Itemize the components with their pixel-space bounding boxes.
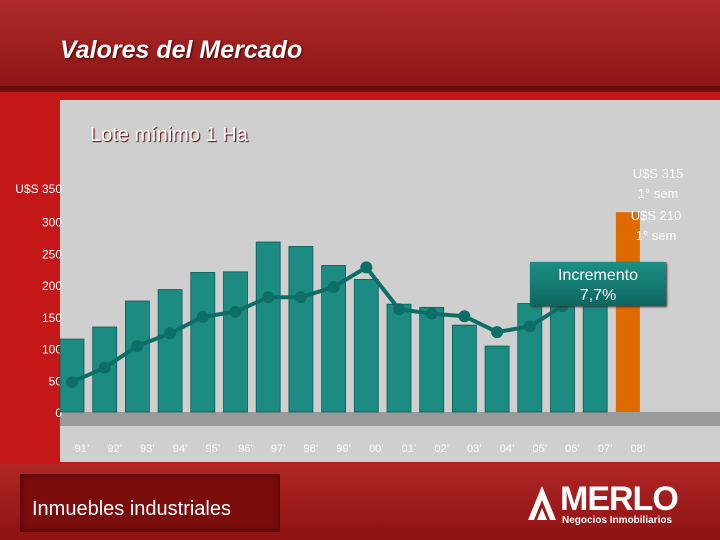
highlight-value-note: U$S 315 1° sem [622, 164, 694, 204]
line-point [491, 326, 504, 339]
x-tick-label: 94’ [173, 443, 188, 455]
highlight-value-label: U$S 315 [632, 166, 684, 181]
x-tick-label: 02’ [434, 443, 449, 455]
x-tick-label: 95’ [205, 443, 220, 455]
bar [223, 271, 248, 413]
line-point [98, 361, 111, 374]
secondary-value-note: U$S 210 1° sem [618, 206, 694, 246]
bar [59, 338, 85, 413]
x-tick-label: 98’ [304, 443, 319, 455]
footer-label-box [20, 474, 280, 532]
x-tick-label: 97’ [271, 443, 286, 455]
line-point [262, 291, 275, 304]
x-tick-label: 05’ [532, 443, 547, 455]
line-point [131, 340, 144, 353]
x-tick-label: 92’ [107, 443, 122, 455]
secondary-value-label: U$S 210 [630, 208, 682, 223]
line-point [360, 261, 373, 274]
y-tick-label: 300 [42, 216, 62, 230]
x-tick-label: 93’ [140, 443, 155, 455]
chart-header: Lote mínimo 1 Ha [90, 124, 248, 146]
x-tick-label: 91’ [75, 443, 90, 455]
brand-name: MERLO [560, 480, 679, 518]
highlight-bar [615, 212, 640, 412]
y-tick-label: 100 [42, 343, 62, 357]
bar [157, 289, 183, 413]
brand-tagline: Negocios Inmobiliarios [562, 515, 673, 526]
line-point [164, 327, 177, 340]
y-axis-unit-label: U$S 350 [15, 182, 62, 196]
bar [190, 272, 216, 413]
x-tick-label: 96’ [238, 443, 253, 455]
x-tick-label: 06’ [565, 443, 580, 455]
header-rule [0, 86, 720, 92]
y-tick-label: 200 [42, 279, 62, 293]
x-tick-label: 04’ [500, 443, 515, 455]
x-tick-label: 08’ [631, 443, 646, 455]
line-point [229, 305, 242, 318]
highlight-value-sublabel: 1° sem [637, 186, 679, 201]
bar [451, 324, 477, 413]
bar [386, 303, 412, 413]
merlo-logo-icon [528, 486, 556, 520]
x-tick-label: 03’ [467, 443, 482, 455]
bar [484, 345, 510, 413]
bar [288, 246, 314, 413]
line-point [425, 307, 438, 320]
header-band [0, 0, 720, 90]
increase-callout: Incremento 7,7% [530, 262, 666, 306]
line-point [523, 320, 536, 333]
bar [255, 241, 281, 413]
x-tick-label: 01’ [402, 443, 417, 455]
increase-callout-value: 7,7% [579, 287, 617, 304]
y-tick-label: 50 [49, 374, 63, 388]
y-tick-label: 250 [42, 247, 62, 261]
footer-label: Inmuebles industriales [32, 498, 231, 520]
line-point [458, 310, 471, 323]
line-point [294, 291, 307, 304]
x-tick-label: 99’ [336, 443, 351, 455]
chart-baseline [60, 412, 720, 426]
bar [419, 306, 445, 413]
x-tick-label: 07’ [598, 443, 613, 455]
x-tick-label: 00’ [369, 443, 384, 455]
line-point [66, 376, 78, 389]
y-tick-label: 0 [55, 406, 62, 420]
y-tick-label: 150 [42, 311, 62, 325]
line-point [327, 281, 340, 294]
bar [353, 279, 379, 413]
bar [125, 300, 150, 413]
increase-callout-title: Incremento [557, 267, 639, 284]
line-point [196, 310, 209, 323]
secondary-value-sublabel: 1° sem [635, 228, 677, 243]
line-point [393, 303, 405, 316]
page-title: Valores del Mercado [60, 36, 303, 64]
